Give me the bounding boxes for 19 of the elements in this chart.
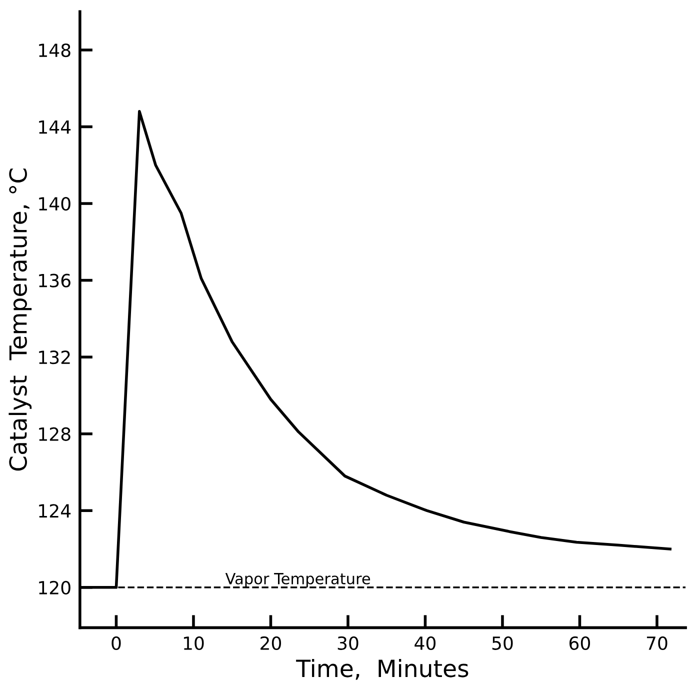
x-tick-label: 60 <box>569 636 590 650</box>
x-tick-label: 50 <box>492 636 513 650</box>
ref-line-label: Vapor Temperature <box>225 573 370 588</box>
x-tick-label: 40 <box>414 636 436 650</box>
y-tick-label: 120 <box>39 580 70 594</box>
y-axis-title: Catalyst Temperature, °C <box>8 168 32 471</box>
y-tick-label: 140 <box>39 196 70 211</box>
y-tick-label: 136 <box>39 274 70 288</box>
x-tick-label: 70 <box>646 636 668 650</box>
x-tick-label: 0 <box>112 636 121 650</box>
y-tick-label: 128 <box>39 427 70 441</box>
x-tick-label: 20 <box>260 636 282 650</box>
y-tick-label: 124 <box>39 504 71 518</box>
y-tick-label: 132 <box>39 350 70 364</box>
y-tick-label: 144 <box>39 120 71 134</box>
x-tick-label: 30 <box>338 636 358 650</box>
x-axis-title: Time, Minutes <box>296 659 468 680</box>
y-tick-label: 148 <box>39 43 70 58</box>
x-tick-label: 10 <box>184 636 204 650</box>
